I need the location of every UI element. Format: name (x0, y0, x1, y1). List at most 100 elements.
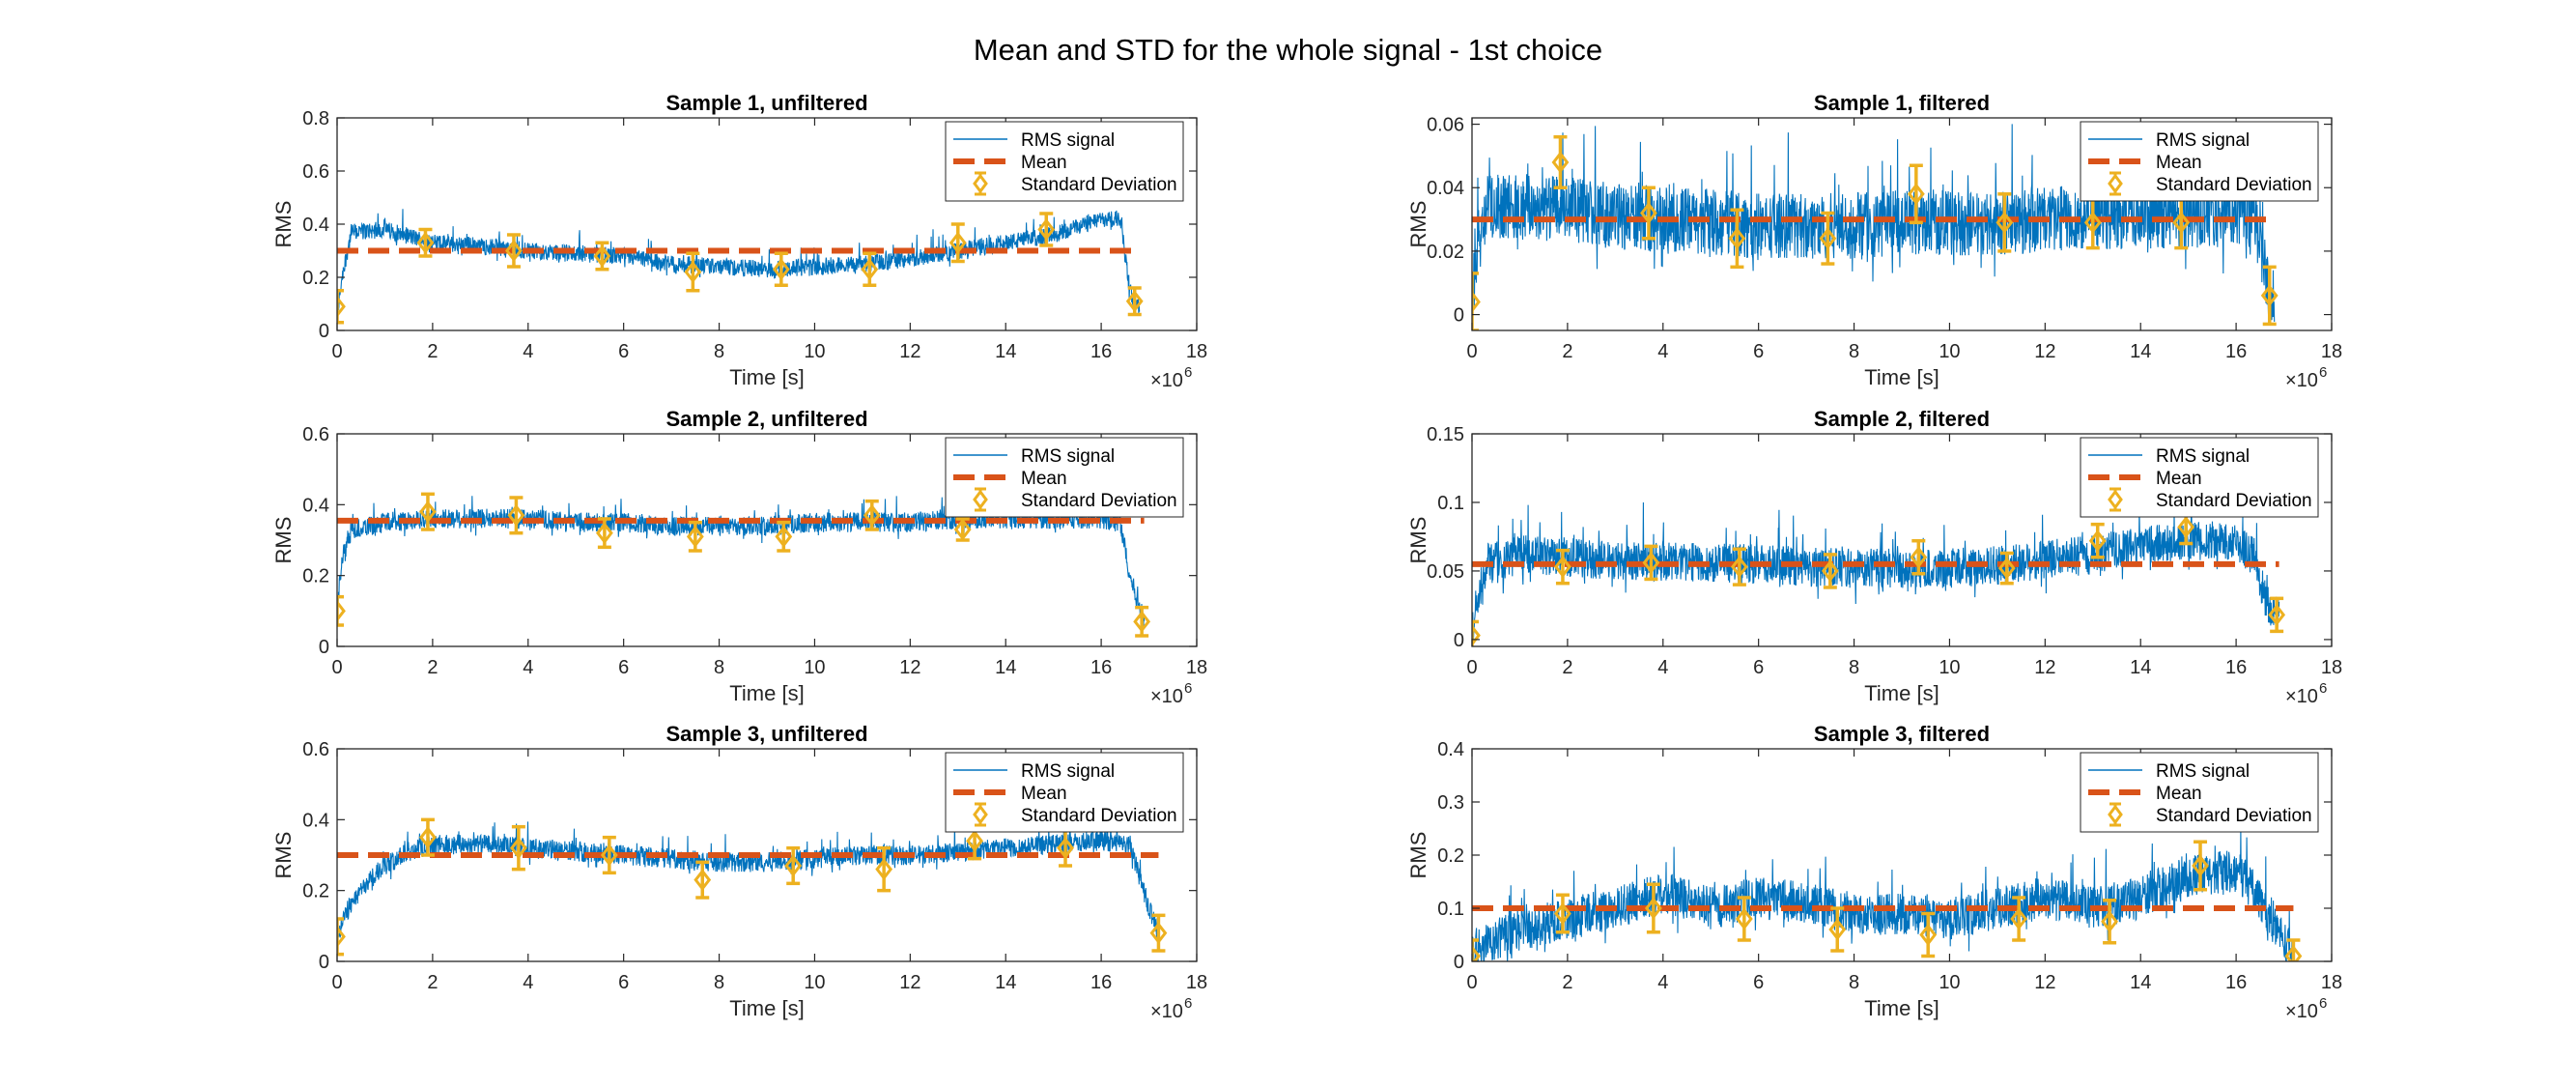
x-tick-label: 16 (1090, 657, 1112, 678)
x-tick-label: 8 (714, 972, 724, 993)
std-marker (694, 869, 712, 892)
std-marker (775, 525, 793, 548)
y-tick-label: 0.15 (1427, 424, 1464, 445)
x-tick-label: 0 (331, 657, 342, 678)
y-tick-label: 0.6 (302, 424, 329, 445)
std-point (684, 251, 702, 293)
std-marker (2010, 907, 2028, 930)
x-multiplier-label: ×10 (2285, 1001, 2318, 1022)
x-tick-label: 10 (1939, 657, 1960, 678)
x-tick-label: 14 (2130, 972, 2151, 993)
x-tick-label: 8 (1849, 972, 1859, 993)
chart-panel-4: 0 2 4 6 8 10 12 14 16 18 0 0.05 0.1 0.15 Sample 2, fil… (1406, 407, 2342, 707)
std-marker (863, 503, 881, 527)
x-tick-label: 12 (2034, 657, 2055, 678)
std-marker (1730, 556, 1748, 579)
std-point (1735, 896, 1753, 942)
x-multiplier-exponent: 6 (1184, 364, 1192, 381)
std-point (419, 492, 437, 531)
std-point (1554, 548, 1571, 586)
std-marker (684, 261, 702, 283)
legend-std-swatch-marker (2108, 173, 2123, 194)
legend-entry-label: RMS signal (1021, 446, 1115, 467)
std-marker (1996, 211, 2014, 234)
x-multiplier-exponent: 6 (1184, 680, 1192, 697)
std-marker (1551, 151, 1570, 174)
axes-box (336, 748, 1198, 962)
std-point (2088, 522, 2107, 559)
panel-title: Sample 2, unfiltered (665, 407, 867, 431)
y-tick-label: 0.2 (1437, 845, 1464, 867)
x-tick-label: 18 (2321, 972, 2342, 993)
x-axis-label: Time [s] (729, 365, 804, 389)
chart-panel-2: 0 2 4 6 8 10 12 14 16 18 0 0.02 0.04 0.06 Sample 1, fi… (1406, 91, 2342, 391)
panel-title: Sample 3, filtered (1814, 722, 1990, 746)
legend-entry-label: Standard Deviation (1021, 491, 1177, 511)
x-tick-label: 2 (427, 341, 438, 362)
y-axis-label: RMS (1406, 201, 1430, 248)
std-point (595, 517, 613, 550)
x-tick-label: 12 (2034, 341, 2055, 362)
std-marker (1819, 227, 1837, 250)
x-tick-label: 2 (1562, 657, 1572, 678)
axes-box (1471, 433, 2333, 647)
std-marker (593, 244, 611, 268)
x-tick-label: 4 (523, 341, 533, 362)
y-tick-label: 0 (319, 321, 329, 342)
std-marker (2088, 529, 2107, 553)
std-point (2268, 596, 2286, 634)
y-tick-label: 0 (1454, 952, 1464, 973)
std-marker (1728, 227, 1746, 250)
legend-entry-label: Mean (1021, 784, 1067, 804)
y-axis-label: RMS (1406, 517, 1430, 564)
std-point (1907, 163, 1925, 225)
x-tick-label: 4 (523, 657, 533, 678)
std-marker (600, 844, 618, 867)
legend-entry-label: RMS signal (2156, 761, 2250, 782)
std-point (419, 817, 437, 857)
std-point (953, 517, 972, 542)
std-point (1730, 547, 1748, 586)
x-tick-label: 16 (1090, 341, 1112, 362)
std-point (2192, 840, 2209, 892)
x-tick-label: 6 (618, 341, 629, 362)
x-tick-label: 12 (899, 341, 920, 362)
x-tick-label: 6 (618, 657, 629, 678)
std-marker (1910, 546, 1928, 569)
x-multiplier-label: ×10 (2285, 370, 2318, 391)
x-tick-label: 6 (1753, 972, 1764, 993)
std-marker (2192, 854, 2209, 877)
std-point (1125, 286, 1144, 317)
legend-entry-label: Standard Deviation (2156, 806, 2312, 826)
x-tick-label: 18 (2321, 657, 2342, 678)
legend-std-swatch-marker (2108, 489, 2123, 510)
std-marker (1919, 924, 1938, 946)
y-tick-label: 0.6 (302, 739, 329, 760)
panel-title: Sample 3, unfiltered (665, 722, 867, 746)
y-tick-label: 0.4 (1437, 739, 1464, 760)
rms-signal-group (337, 814, 1168, 957)
x-tick-label: 18 (1186, 341, 1207, 362)
figure-title: Mean and STD for the whole signal - 1st … (973, 33, 1603, 67)
std-marker (1997, 557, 2016, 580)
x-tick-label: 2 (1562, 341, 1572, 362)
chart-panel-6: 0 2 4 6 8 10 12 14 16 18 0 0.1 0.2 0.3 0.4 Sample 3, fi… (1406, 722, 2342, 1022)
std-marker (419, 826, 437, 849)
std-marker (784, 854, 803, 877)
x-tick-label: 0 (1466, 972, 1477, 993)
x-tick-label: 10 (1939, 972, 1960, 993)
legend-entry-label: RMS signal (1021, 761, 1115, 782)
x-tick-label: 12 (899, 657, 920, 678)
x-axis-label: Time [s] (729, 996, 804, 1020)
rms-signal-group (337, 209, 1144, 325)
chart-panel-1: 0 2 4 6 8 10 12 14 16 18 0 0.2 0.4 0.6 0.8 Sample 1, un… (271, 91, 1207, 391)
std-point (1644, 882, 1662, 934)
std-marker (337, 295, 346, 318)
legend-entry-label: Standard Deviation (1021, 806, 1177, 826)
y-axis-label: RMS (1406, 832, 1430, 879)
std-marker (1907, 183, 1925, 206)
x-axis-label: Time [s] (1864, 681, 1939, 705)
